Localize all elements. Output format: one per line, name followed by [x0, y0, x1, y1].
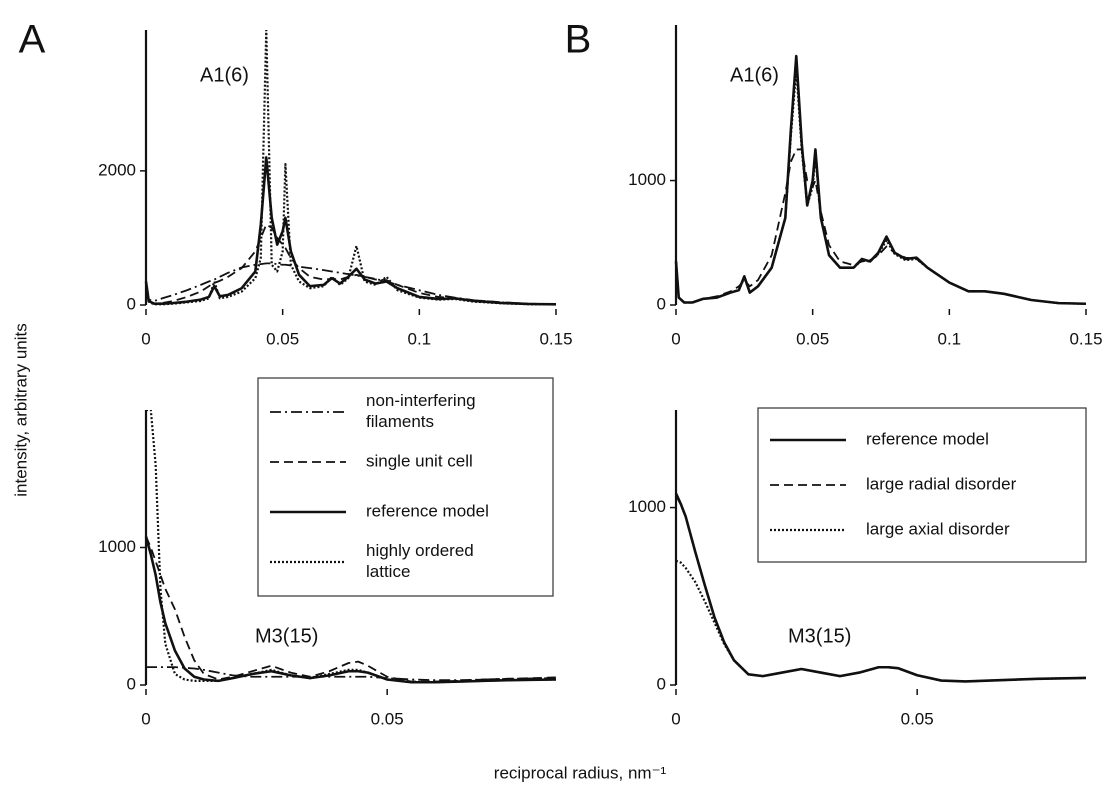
annotation: M3(15): [255, 625, 318, 647]
x-tick-label: 0.05: [266, 329, 299, 348]
legend-label: reference model: [866, 429, 989, 448]
y-tick-label: 0: [127, 294, 136, 313]
x-tick-label: 0.15: [1069, 329, 1102, 348]
x-tick-label: 0: [671, 329, 680, 348]
legend-label: large axial disorder: [866, 519, 1010, 538]
y-tick-label: 0: [657, 674, 666, 693]
x-tick-label: 0.1: [938, 329, 962, 348]
series-line: [144, 30, 557, 306]
series-line: [674, 67, 1087, 305]
series-line: [146, 666, 557, 682]
legend-label: reference model: [366, 501, 489, 520]
series-line: [146, 410, 557, 684]
x-tick-label: 0.05: [796, 329, 829, 348]
x-tick-label: 0.05: [901, 709, 934, 728]
series-line: [145, 223, 557, 306]
legend-box: [257, 377, 554, 597]
y-tick-label: 1000: [628, 170, 666, 189]
series-line: [145, 262, 557, 306]
series-line: [144, 156, 557, 306]
x-tick-label: 0: [141, 709, 150, 728]
annotation: A1(6): [730, 64, 779, 86]
y-tick-label: 1000: [98, 537, 136, 556]
y-tick-label: 2000: [98, 160, 136, 179]
annotation: M3(15): [788, 625, 851, 647]
legend-label: single unit cell: [366, 451, 473, 470]
legend-label: highly ordered lattice: [366, 541, 478, 581]
y-axis-label: intensity, arbitrary units: [11, 323, 30, 497]
legend-label: large radial disorder: [866, 474, 1017, 493]
x-tick-label: 0.1: [408, 329, 432, 348]
y-tick-label: 0: [127, 674, 136, 693]
series-line: [675, 559, 1087, 683]
x-tick-label: 0.15: [539, 329, 572, 348]
series-line: [145, 536, 557, 683]
panel-letter: B: [565, 18, 592, 62]
series-line: [674, 54, 1087, 306]
annotation: A1(6): [200, 64, 249, 86]
y-tick-label: 0: [657, 294, 666, 313]
x-axis-label: reciprocal radius, nm⁻¹: [494, 763, 667, 782]
series-line: [675, 148, 1087, 305]
x-tick-label: 0: [141, 329, 150, 348]
x-tick-label: 0: [671, 709, 680, 728]
x-tick-label: 0.05: [371, 709, 404, 728]
legend-label: non-interfering filaments: [366, 391, 480, 431]
y-tick-label: 1000: [628, 497, 666, 516]
panel-letter: A: [19, 18, 46, 62]
